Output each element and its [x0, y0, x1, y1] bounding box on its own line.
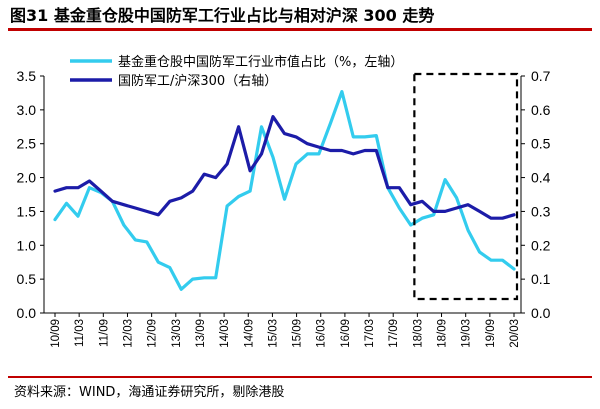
x-tick-label: 16/09 — [340, 319, 352, 348]
x-tick-label: 18/03 — [412, 319, 424, 348]
left-tick-label: 0.0 — [17, 305, 37, 321]
left-tick-label: 2.5 — [17, 136, 37, 152]
x-tick-label: 12/03 — [122, 319, 134, 348]
x-tick-label: 15/09 — [292, 319, 304, 348]
right-tick-label: 0.0 — [531, 305, 551, 321]
chart-legend: 基金重仓股中国防军工行业市值占比（%，左轴） 国防军工/沪深300（右轴） — [70, 54, 403, 89]
chart-title: 图31 基金重仓股中国防军工行业占比与相对沪深 300 走势 — [10, 6, 435, 25]
x-tick-label: 14/09 — [243, 319, 255, 348]
left-tick-label: 3.0 — [17, 102, 37, 118]
x-tick-label: 13/09 — [195, 319, 207, 348]
right-tick-label: 0.3 — [531, 203, 551, 219]
title-divider — [8, 28, 592, 31]
right-tick-label: 0.2 — [531, 237, 551, 253]
legend-label: 国防军工/沪深300（右轴） — [118, 73, 277, 89]
x-tick-label: 13/03 — [171, 319, 183, 348]
x-tick-label: 20/03 — [509, 319, 521, 348]
right-tick-label: 0.1 — [531, 271, 551, 287]
left-tick-label: 1.0 — [17, 237, 37, 253]
x-tick-label: 19/03 — [461, 319, 473, 348]
x-tick-label: 11/09 — [98, 319, 110, 347]
left-tick-label: 1.5 — [17, 203, 37, 219]
footer-divider — [8, 376, 592, 378]
left-tick-label: 2.0 — [17, 170, 37, 186]
right-tick-label: 0.6 — [531, 102, 551, 118]
source-note: 资料来源：WIND，海通证券研究所，剔除港股 — [14, 385, 285, 400]
left-tick-label: 0.5 — [17, 271, 37, 287]
x-tick-label: 14/03 — [219, 319, 231, 348]
x-tick-label: 17/09 — [388, 319, 400, 348]
chart-annotations — [413, 72, 519, 301]
series-line-fund-weight — [53, 89, 516, 291]
x-tick-label: 16/03 — [316, 319, 328, 348]
chart-series — [53, 89, 516, 291]
x-tick-label: 12/09 — [147, 319, 159, 348]
series-line-relative-index — [53, 114, 516, 220]
x-tick-label: 19/09 — [485, 319, 497, 348]
legend-label: 基金重仓股中国防军工行业市值占比（%，左轴） — [118, 54, 403, 70]
x-tick-label: 17/03 — [364, 319, 376, 348]
right-tick-label: 0.5 — [531, 136, 551, 152]
chart-axes: 0.0 0.5 1.0 1.5 2.0 2.5 3.0 3.5 0.0 0.1 0.2 0.3 0.4 0… — [17, 68, 551, 348]
highlight-dashed-box — [413, 72, 519, 301]
x-tick-label: 18/09 — [437, 319, 449, 348]
left-tick-label: 3.5 — [17, 68, 37, 84]
x-tick-label: 15/03 — [267, 319, 279, 348]
right-tick-label: 0.7 — [531, 68, 551, 84]
x-tick-label: 10/09 — [50, 319, 62, 348]
x-tick-label: 11/03 — [74, 319, 86, 347]
right-tick-label: 0.4 — [531, 170, 551, 186]
